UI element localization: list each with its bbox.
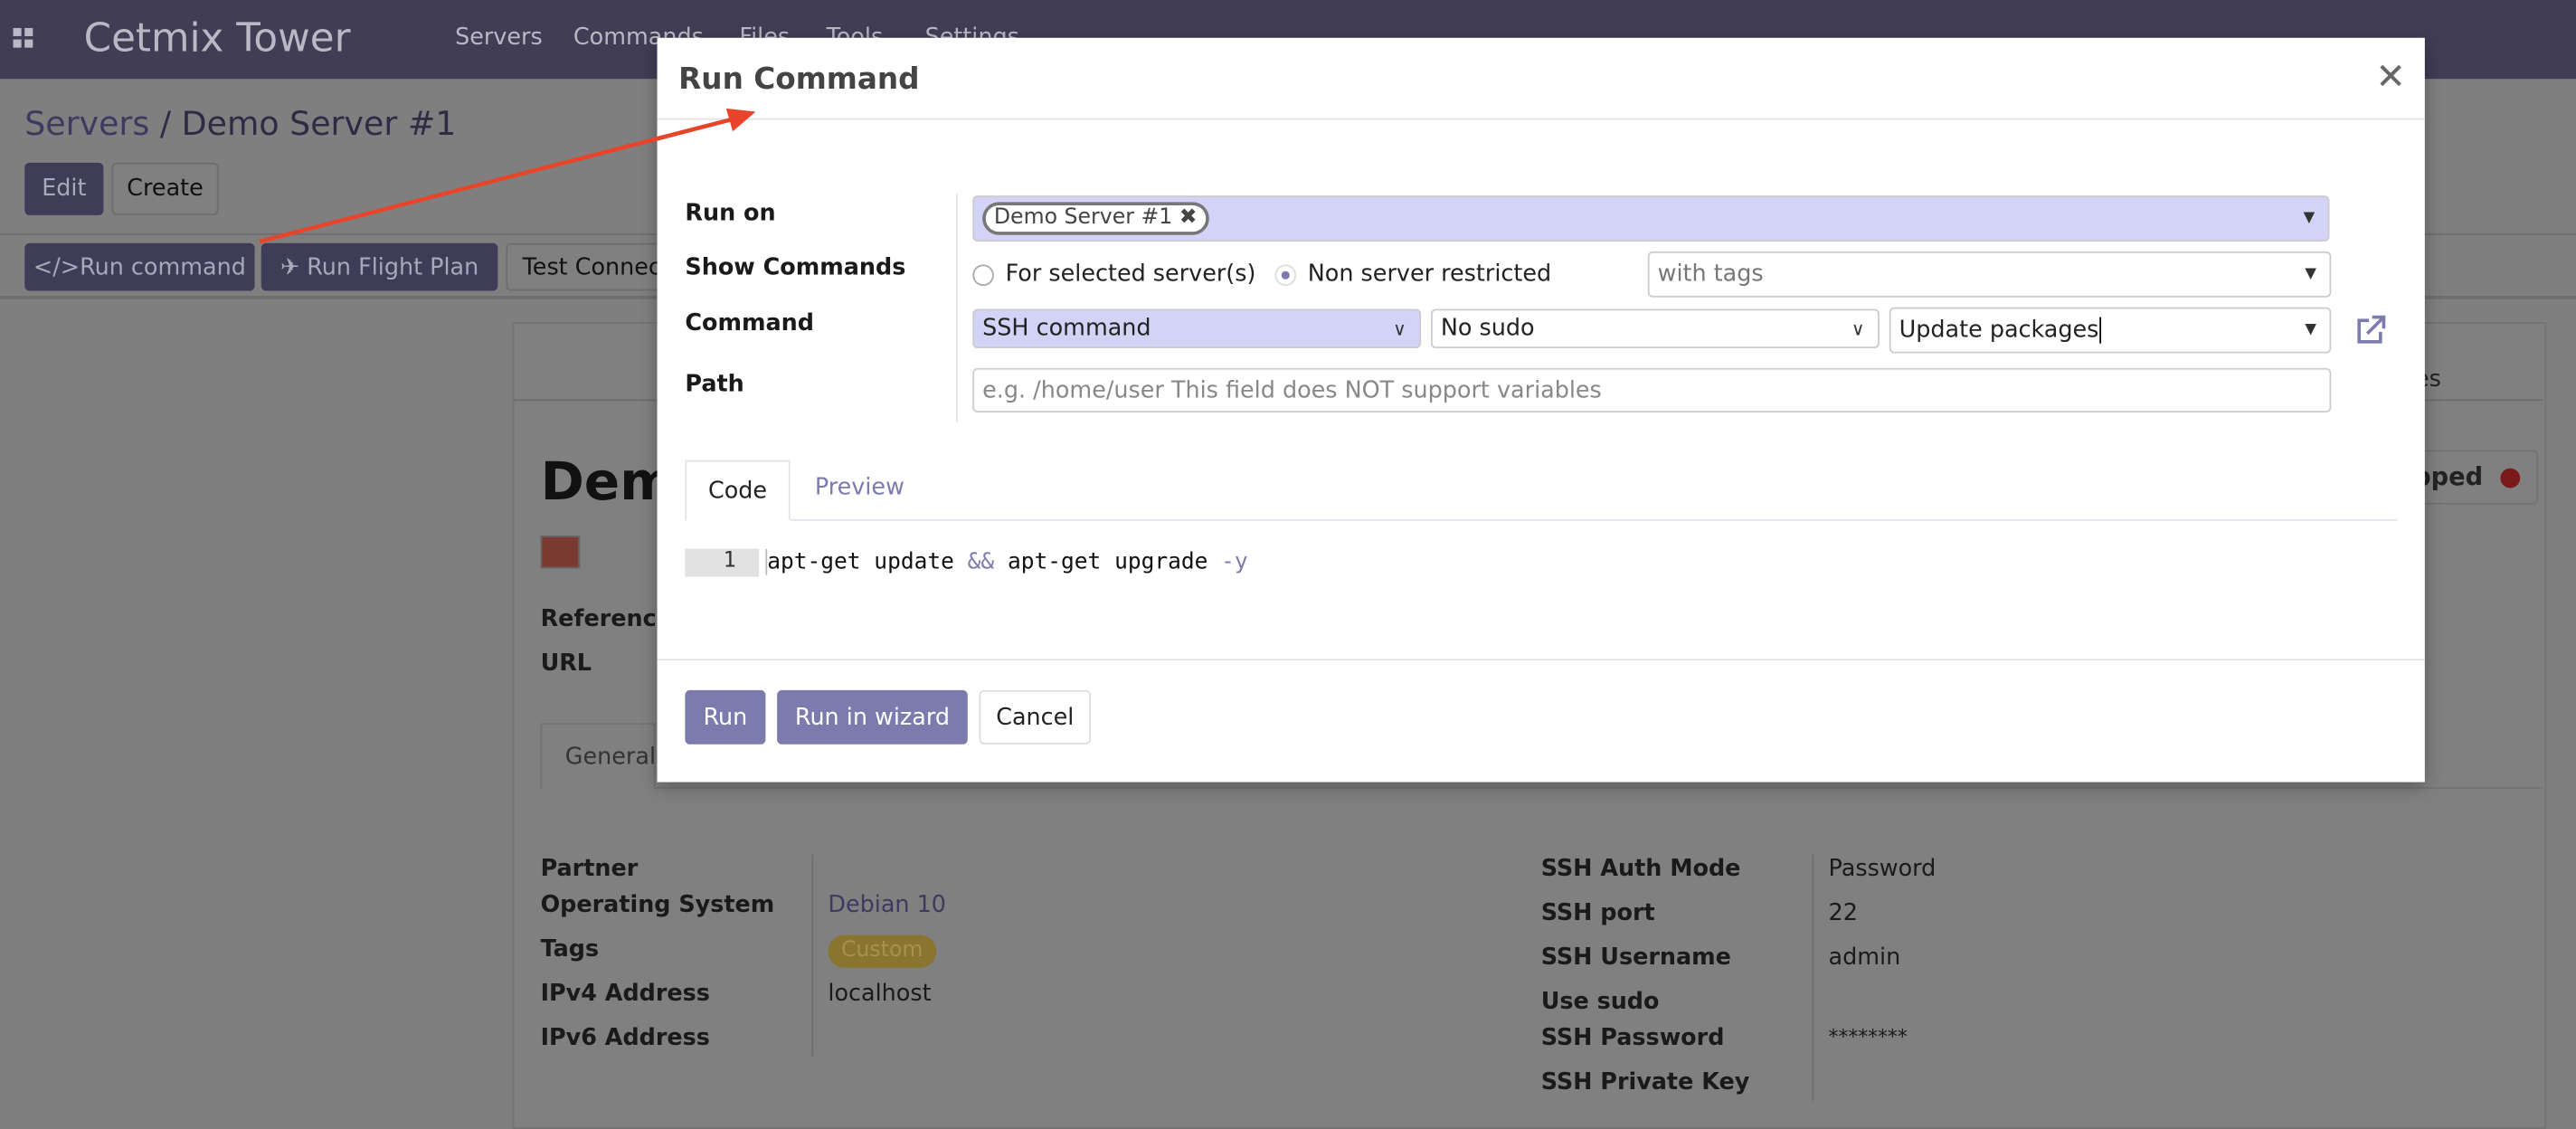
- color-swatch[interactable]: [540, 536, 581, 569]
- field-label-ssh-username: SSH Username: [1540, 944, 1731, 972]
- external-link-icon[interactable]: [2354, 314, 2387, 346]
- code-editor[interactable]: apt-get update && apt-get upgrade -y: [765, 548, 1248, 575]
- field-label-ssh-private-key: SSH Private Key: [1540, 1069, 1750, 1096]
- dropdown-caret-icon: ▼: [2305, 266, 2316, 283]
- cancel-button[interactable]: Cancel: [979, 689, 1092, 745]
- dropdown-caret-icon: ▼: [2305, 321, 2316, 339]
- run-button[interactable]: Run: [685, 689, 766, 745]
- ssh-auth-mode-value: Password: [1828, 856, 1937, 883]
- field-label-tags: Tags: [540, 936, 600, 963]
- field-label-ipv4: IPv4 Address: [540, 981, 710, 1008]
- divider: [956, 194, 958, 422]
- breadcrumb: Servers / Demo Server #1: [24, 103, 456, 143]
- remove-tag-icon[interactable]: ✖: [1179, 205, 1198, 231]
- dropdown-caret-icon: ▼: [2303, 210, 2316, 227]
- tags-input[interactable]: with tags ▼: [1647, 251, 2332, 298]
- path-label: Path: [685, 371, 744, 398]
- grid-icon[interactable]: [13, 27, 36, 51]
- chevron-down-icon: ∨: [1851, 318, 1865, 340]
- ssh-username-value: admin: [1828, 944, 1901, 972]
- ipv4-value: localhost: [828, 981, 932, 1008]
- test-connection-button[interactable]: Test Connec: [506, 242, 687, 291]
- ssh-port-value: 22: [1828, 900, 1858, 927]
- divider: [811, 854, 814, 1057]
- run-on-field[interactable]: Demo Server #1 ✖ ▼: [972, 195, 2330, 242]
- show-commands-label: Show Commands: [685, 254, 906, 281]
- os-link[interactable]: Debian 10: [828, 892, 946, 919]
- radio-checked-icon[interactable]: [1274, 263, 1297, 286]
- run-command-button[interactable]: </> Run command: [24, 242, 255, 291]
- tab-general[interactable]: General: [540, 723, 656, 789]
- radio-for-selected[interactable]: For selected server(s): [972, 261, 1255, 288]
- create-button[interactable]: Create: [111, 162, 219, 215]
- tab-code[interactable]: Code: [685, 460, 791, 521]
- run-on-label: Run on: [685, 200, 776, 227]
- run-flight-plan-button[interactable]: ✈ Run Flight Plan: [260, 242, 498, 291]
- radio-unchecked-icon[interactable]: [972, 263, 994, 286]
- breadcrumb-servers[interactable]: Servers: [24, 103, 150, 144]
- field-label-os: Operating System: [540, 892, 775, 919]
- divider: [1812, 854, 1814, 1101]
- app-title: Cetmix Tower: [83, 14, 351, 62]
- status-dot: [2500, 468, 2521, 489]
- close-icon[interactable]: ✕: [2375, 57, 2406, 99]
- radio-non-server-restricted[interactable]: Non server restricted: [1274, 261, 1551, 288]
- breadcrumb-separator: /: [159, 103, 172, 144]
- field-label-ssh-port: SSH port: [1540, 900, 1655, 927]
- ssh-password-value: ********: [1828, 1025, 1908, 1048]
- tag-badge: Custom: [828, 935, 936, 968]
- divider: [657, 118, 2425, 120]
- divider: [685, 518, 2397, 521]
- sudo-select[interactable]: No sudo ∨: [1430, 308, 1880, 349]
- path-input[interactable]: e.g. /home/user This field does NOT supp…: [972, 367, 2332, 413]
- field-label-ssh-auth-mode: SSH Auth Mode: [1540, 856, 1741, 883]
- field-label-use-sudo: Use sudo: [1540, 989, 1660, 1016]
- tab-preview[interactable]: Preview: [814, 474, 904, 501]
- field-label-ssh-password: SSH Password: [1540, 1025, 1725, 1052]
- reference-label: Reference: [540, 606, 672, 633]
- run-in-wizard-button[interactable]: Run in wizard: [777, 689, 968, 745]
- command-label: Command: [685, 310, 815, 337]
- breadcrumb-current: Demo Server #1: [181, 103, 457, 144]
- run-command-dialog: Run Command ✕ Run on Show Commands Comma…: [657, 37, 2425, 783]
- command-select[interactable]: Update packages ▼: [1889, 307, 2332, 354]
- code-icon: </>: [33, 253, 80, 280]
- server-tag: Demo Server #1 ✖: [982, 202, 1209, 235]
- plane-icon: ✈: [279, 253, 308, 280]
- dialog-title: Run Command: [678, 62, 920, 98]
- edit-button[interactable]: Edit: [24, 162, 104, 215]
- url-label: URL: [540, 650, 592, 678]
- field-label-ipv6: IPv6 Address: [540, 1025, 710, 1052]
- divider: [657, 659, 2425, 661]
- chevron-down-icon: ∨: [1393, 318, 1406, 340]
- menu-servers[interactable]: Servers: [455, 24, 543, 52]
- divider: [655, 787, 2543, 789]
- command-type-select[interactable]: SSH command ∨: [972, 308, 1422, 349]
- field-label-partner: Partner: [540, 856, 639, 883]
- line-number: 1: [685, 548, 760, 577]
